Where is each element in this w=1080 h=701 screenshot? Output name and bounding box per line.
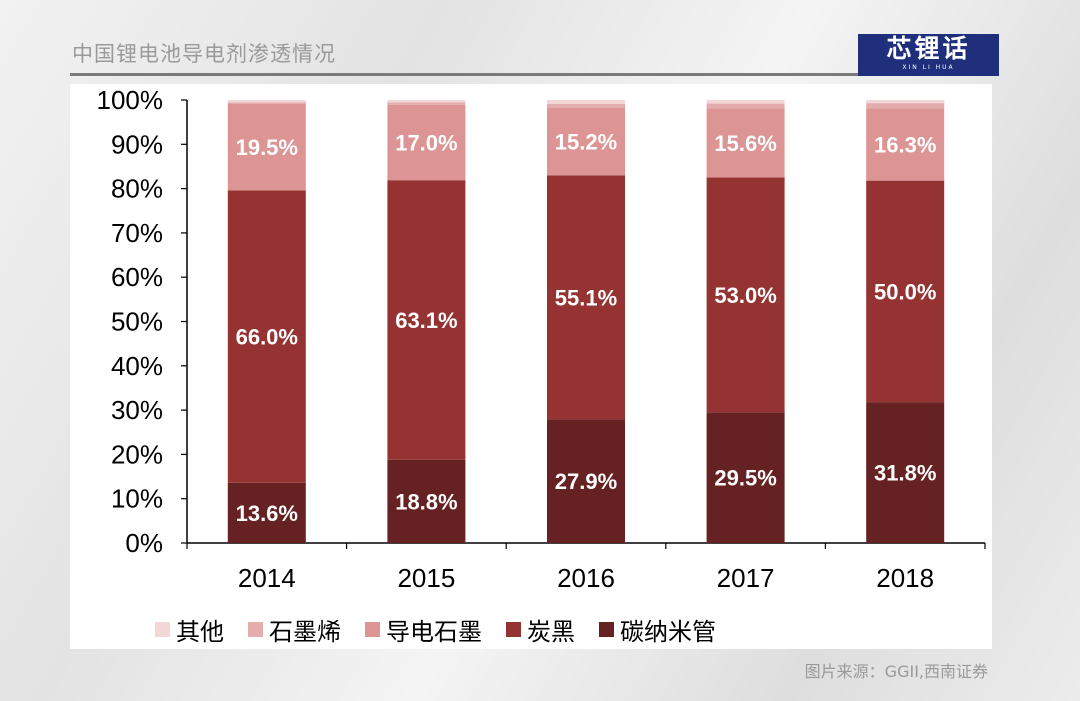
data-label: 63.1% xyxy=(395,308,457,333)
data-label: 15.2% xyxy=(555,130,617,155)
bar-segment xyxy=(387,180,466,460)
x-tick-label: 2016 xyxy=(557,563,615,593)
title-divider xyxy=(70,73,928,76)
data-label: 27.9% xyxy=(555,469,617,494)
legend-label: 炭黑 xyxy=(527,617,575,646)
stacked-bar-chart: 0% 10% 20% 30% 40% 50% 60% 70% 80% 90% 100% 13.6% 66… xyxy=(97,85,986,593)
bar-segment xyxy=(387,104,466,181)
x-tick-label: 2015 xyxy=(397,563,455,593)
bar-segment xyxy=(706,108,785,178)
bar-segment xyxy=(227,482,306,543)
data-label: 17.0% xyxy=(395,131,457,156)
data-label: 53.0% xyxy=(714,283,776,308)
bar-segment xyxy=(706,412,785,543)
data-label: 29.5% xyxy=(714,466,776,491)
bar-segment xyxy=(547,419,625,543)
legend-swatch xyxy=(155,621,170,637)
x-tick-label: 2017 xyxy=(717,563,775,593)
legend-swatch xyxy=(506,621,521,637)
bar-segment xyxy=(706,100,785,104)
x-tick-label: 2014 xyxy=(238,563,296,593)
y-tick-label: 0% xyxy=(125,528,163,558)
bar-segment xyxy=(547,103,625,108)
source-note: 图片来源：GGII,西南证券 xyxy=(804,662,988,681)
legend-label: 石墨烯 xyxy=(269,617,341,646)
y-tick-label: 20% xyxy=(111,439,163,469)
bar-segment xyxy=(866,100,945,104)
data-label: 55.1% xyxy=(555,285,617,310)
chart-legend: 其他 石墨烯 导电石墨 炭黑 碳纳米管 xyxy=(155,612,716,647)
data-label: 31.8% xyxy=(874,461,936,486)
data-label: 15.6% xyxy=(714,131,776,156)
logo-text: 芯锂话 xyxy=(886,34,971,63)
y-tick-label: 40% xyxy=(111,351,163,381)
bar-segment xyxy=(866,108,945,181)
chart-panel: 0% 10% 20% 30% 40% 50% 60% 70% 80% 90% 100% 13.6% 66… xyxy=(70,84,992,649)
y-tick-label: 90% xyxy=(111,129,163,159)
y-tick-label: 100% xyxy=(97,85,164,115)
y-tick-label: 60% xyxy=(111,262,163,292)
logo-subtext: XIN LI HUA xyxy=(902,64,955,71)
y-tick-label: 50% xyxy=(111,307,163,337)
bar-segment xyxy=(866,402,945,543)
legend-item: 导电石墨 xyxy=(365,612,482,647)
bar-segment xyxy=(227,102,306,104)
legend-item: 石墨烯 xyxy=(248,612,341,647)
legend-swatch xyxy=(248,621,263,637)
legend-item: 炭黑 xyxy=(506,612,575,647)
legend-swatch xyxy=(599,621,614,637)
brand-logo: 芯锂话 XIN LI HUA xyxy=(858,34,999,76)
data-label: 13.6% xyxy=(236,501,298,526)
bar-segment xyxy=(387,459,466,543)
bar-segment xyxy=(706,103,785,109)
legend-label: 其他 xyxy=(176,617,224,646)
page-title: 中国锂电池导电剂渗透情况 xyxy=(72,42,336,66)
data-label: 18.8% xyxy=(395,489,457,514)
bar-segment xyxy=(547,107,625,176)
bar-segment xyxy=(866,180,945,403)
bar-segment xyxy=(547,100,625,104)
bar-segment xyxy=(547,175,625,420)
y-tick-label: 10% xyxy=(111,484,163,514)
x-tick-label: 2018 xyxy=(876,563,934,593)
bar-segment xyxy=(706,177,785,413)
y-tick-label: 80% xyxy=(111,174,163,204)
y-tick-label: 30% xyxy=(111,395,163,425)
data-label: 19.5% xyxy=(236,135,298,160)
bar-segment xyxy=(866,103,945,109)
bar-segment xyxy=(227,103,306,191)
y-tick-label: 70% xyxy=(111,218,163,248)
legend-label: 导电石墨 xyxy=(386,617,482,646)
data-label: 66.0% xyxy=(236,325,298,350)
legend-swatch xyxy=(365,621,380,637)
bar-segment xyxy=(227,100,306,103)
data-label: 50.0% xyxy=(874,279,936,304)
legend-item: 碳纳米管 xyxy=(599,612,716,647)
legend-item: 其他 xyxy=(155,612,224,647)
bar-segment xyxy=(227,190,306,483)
bar-segment xyxy=(387,100,466,103)
data-label: 16.3% xyxy=(874,133,936,158)
legend-label: 碳纳米管 xyxy=(620,617,716,646)
bar-segment xyxy=(387,102,466,105)
